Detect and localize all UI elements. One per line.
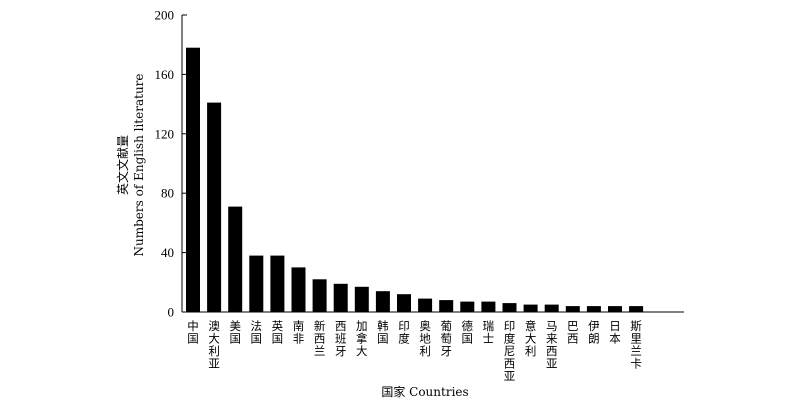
category-label: 马来西亚 [546, 319, 558, 371]
category-label: 韩国 [377, 319, 389, 346]
x-axis-title: 国家 Countries [381, 384, 468, 399]
category-label: 英国 [272, 319, 284, 346]
category-label: 奥地利 [419, 319, 431, 358]
category-label: 日本 [609, 319, 621, 346]
bar [586, 306, 601, 312]
y-axis-title-en: Numbers of English literature [132, 73, 146, 256]
bar [270, 255, 285, 312]
bar [544, 304, 559, 312]
bar [333, 283, 348, 312]
category-label: 西班牙 [335, 319, 347, 358]
bar [312, 279, 327, 312]
bar [629, 306, 644, 312]
category-label: 德国 [462, 319, 474, 346]
bars [186, 47, 644, 312]
category-label: 中国 [187, 319, 199, 346]
category-label: 葡萄牙 [440, 319, 452, 358]
bar [418, 298, 433, 312]
y-tick-label: 200 [155, 8, 175, 23]
bar [608, 306, 622, 312]
bar [481, 301, 496, 312]
bar [565, 306, 580, 312]
bar [354, 286, 369, 312]
category-label: 澳大利亚 [208, 319, 220, 371]
bar [249, 255, 264, 312]
bar [186, 47, 200, 312]
bar [291, 267, 306, 312]
category-label: 伊朗 [588, 319, 600, 346]
bar [502, 303, 517, 312]
category-label: 加拿大 [356, 319, 368, 358]
y-tick-label: 160 [155, 67, 175, 82]
bar [375, 291, 390, 312]
bar [207, 102, 222, 312]
category-label: 意大利 [525, 319, 537, 358]
category-label: 法国 [251, 319, 263, 346]
category-label: 美国 [229, 319, 241, 346]
category-labels: 中国澳大利亚美国法国英国南非新西兰西班牙加拿大韩国印度奥地利葡萄牙德国瑞士印度尼… [187, 319, 642, 383]
category-label: 斯里兰卡 [630, 319, 642, 371]
y-tick-label: 120 [155, 126, 175, 141]
y-tick-label: 40 [161, 245, 174, 260]
y-axis-title-cn: 英文文献量 [115, 135, 130, 195]
category-label: 印度尼西亚 [504, 319, 516, 383]
category-label: 南非 [293, 319, 305, 346]
y-tick-label: 80 [161, 186, 174, 201]
category-label: 印度 [398, 319, 410, 346]
bar [460, 301, 475, 312]
bar [228, 206, 243, 312]
category-label: 新西兰 [314, 319, 326, 358]
category-label: 巴西 [567, 319, 579, 346]
y-tick-label: 0 [168, 305, 175, 320]
bar [397, 294, 411, 312]
category-label: 瑞士 [483, 319, 495, 346]
bar [523, 304, 538, 312]
bar [439, 300, 454, 312]
